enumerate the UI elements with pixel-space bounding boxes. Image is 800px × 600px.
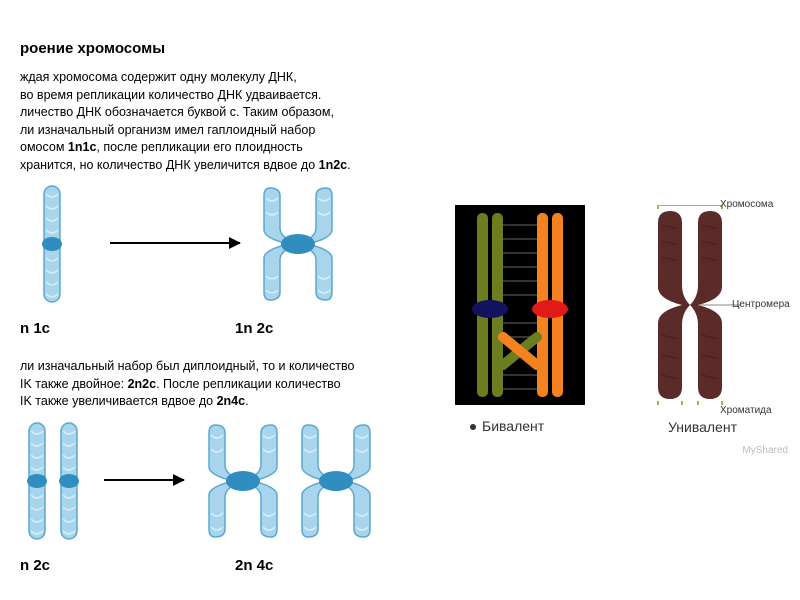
chromatid-2n-b: [52, 421, 86, 541]
paragraph-1: ждая хромосома содержит одну молекулу ДН…: [20, 69, 420, 174]
arrow-icon: [110, 242, 240, 244]
label-2n4c: 2n 4c: [235, 557, 273, 574]
label-1n1c: n 1c: [20, 320, 50, 337]
chromatid-1n1c: [35, 184, 69, 304]
chromosome-2n-b: [288, 421, 384, 541]
univalent-label-bot: Хроматида: [720, 405, 772, 416]
univalent-label-top: Хромосома: [720, 199, 773, 210]
bivalent-diagram: Бивалент: [440, 205, 600, 434]
bivalent-label: Бивалент: [482, 418, 544, 434]
arrow-icon: [104, 479, 184, 481]
label-1n2c: 1n 2c: [235, 320, 273, 337]
paragraph-2: ли изначальный набор был диплоидный, то …: [20, 358, 420, 411]
chromosome-1n2c: [250, 184, 346, 304]
label-row-2: n 2c 2n 4c: [20, 557, 420, 577]
left-panel: роение хромосомы ждая хромосома содержит…: [0, 40, 420, 595]
bullet-icon: [470, 424, 476, 430]
univalent-diagram: Хромосома Центромера Хроматида Унивалент: [620, 205, 785, 435]
bivalent-svg: [455, 205, 585, 405]
page-title: роение хромосомы: [20, 40, 420, 57]
chromosome-2n-a: [195, 421, 291, 541]
bivalent-caption: Бивалент: [440, 418, 600, 434]
diagram-row-1: [20, 184, 420, 314]
label-2n2c: n 2c: [20, 557, 50, 574]
univalent-label-mid: Центромера: [732, 299, 790, 310]
univalent-caption: Унивалент: [620, 419, 785, 435]
chromatid-2n-a: [20, 421, 54, 541]
watermark: MyShared: [742, 445, 788, 456]
label-row-1: n 1c 1n 2c: [20, 320, 420, 340]
diagram-row-2: [20, 421, 420, 551]
